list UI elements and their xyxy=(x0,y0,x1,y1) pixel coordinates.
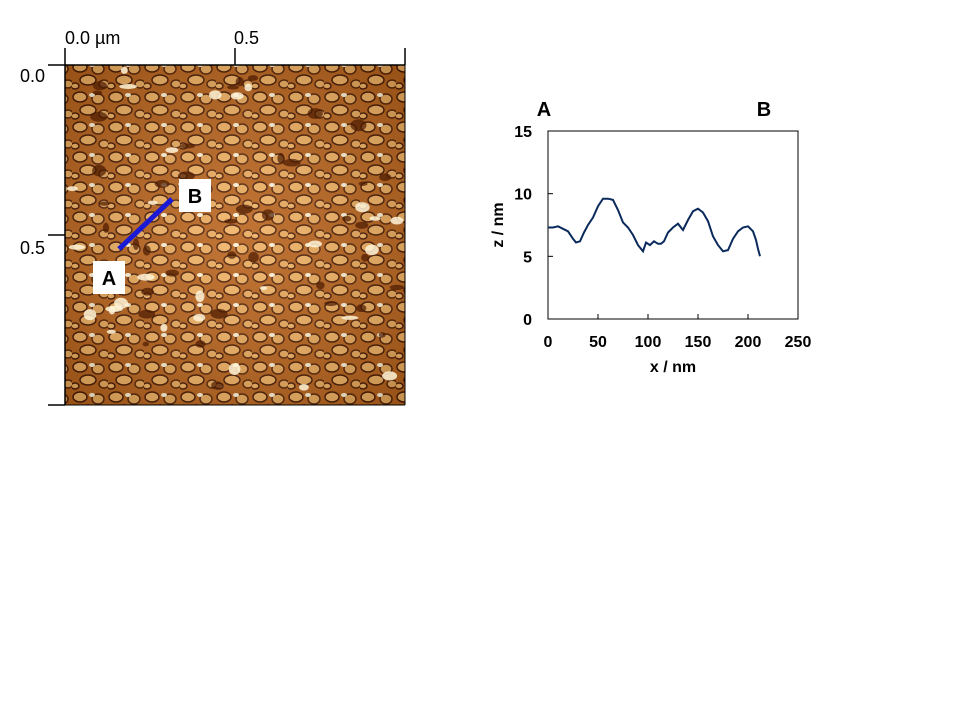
afm-dark-pit xyxy=(138,309,156,319)
afm-bright-grain xyxy=(193,313,206,322)
afm-bright-grain xyxy=(228,363,241,375)
afm-dark-pit xyxy=(227,84,239,90)
x-axis-label: x / nm xyxy=(650,359,696,376)
profile-series-line xyxy=(548,197,761,257)
afm-bright-grain xyxy=(308,240,322,248)
afm-bright-grain xyxy=(230,92,244,100)
afm-bright-grain xyxy=(165,147,179,154)
marker-b-label: B xyxy=(188,186,202,208)
x-tick-label: 100 xyxy=(635,334,662,351)
afm-shading xyxy=(65,65,405,405)
afm-dark-pit xyxy=(92,81,107,91)
afm-bright-grain xyxy=(369,216,381,221)
afm-dark-pit xyxy=(235,77,244,87)
afm-dark-pit xyxy=(142,245,151,256)
afm-bright-grain xyxy=(120,66,128,74)
afm-bright-grain xyxy=(137,273,155,281)
afm-bright-grain xyxy=(68,244,85,250)
afm-dark-pit xyxy=(307,108,323,119)
afm-dark-pit xyxy=(356,304,367,313)
afm-dark-pit xyxy=(177,171,195,181)
afm-dark-pit xyxy=(195,340,206,348)
afm-dark-pit xyxy=(165,269,179,277)
x-tick-label: 0 xyxy=(544,334,553,351)
afm-dark-pit xyxy=(355,221,369,229)
afm-y-tick-label: 0.5 xyxy=(20,238,45,258)
y-axis-ticks: 0 5 10 15 xyxy=(514,124,553,329)
afm-dark-pit xyxy=(211,381,223,390)
marker-a-box xyxy=(93,261,125,294)
y-tick-label: 15 xyxy=(514,124,532,141)
x-tick-label: 150 xyxy=(685,334,712,351)
afm-dark-pit xyxy=(248,251,259,263)
afm-dark-pit xyxy=(324,301,338,307)
y-tick-label: 0 xyxy=(523,312,532,329)
afm-dark-pit xyxy=(99,201,110,206)
profile-end-label-left: A xyxy=(537,99,551,121)
afm-bright-grain xyxy=(244,83,253,92)
afm-dark-pit xyxy=(210,308,228,319)
marker-a-label: A xyxy=(102,268,116,290)
afm-bright-grain xyxy=(355,202,370,213)
afm-dark-pit xyxy=(316,281,325,290)
y-axis-label: z / nm xyxy=(490,202,507,247)
profile-end-label-right: B xyxy=(757,99,771,121)
afm-dark-pit xyxy=(282,158,301,167)
afm-dark-pit xyxy=(224,218,238,224)
afm-dark-pit xyxy=(342,215,352,222)
afm-dark-pit xyxy=(141,287,155,296)
afm-bright-grain xyxy=(298,384,309,391)
afm-bright-grain xyxy=(106,329,116,334)
afm-x-tick-label: 0.5 xyxy=(234,28,259,48)
afm-dark-pit xyxy=(92,164,107,177)
height-profile-chart: 0 5 10 15 0 50 100 150 200 250 A B x / nm z / nm xyxy=(490,99,811,376)
afm-bright-grain xyxy=(83,309,97,321)
afm-dark-pit xyxy=(235,204,253,214)
afm-dark-pit xyxy=(132,238,140,250)
afm-dark-pit xyxy=(361,253,370,262)
x-axis-ticks: 0 50 100 150 200 250 xyxy=(544,314,812,351)
afm-dark-pit xyxy=(379,173,392,181)
plot-frame xyxy=(547,130,799,320)
afm-dark-pit xyxy=(261,209,275,221)
y-tick-label: 5 xyxy=(523,249,532,266)
y-tick-label: 10 xyxy=(514,187,532,204)
afm-bright-grain xyxy=(147,200,158,205)
x-tick-label: 250 xyxy=(785,334,812,351)
afm-dark-pit xyxy=(154,179,170,188)
afm-bright-grain xyxy=(365,244,379,256)
afm-dark-pit xyxy=(142,341,149,347)
x-tick-label: 200 xyxy=(735,334,762,351)
afm-bright-grain xyxy=(259,286,268,291)
afm-dark-pit xyxy=(102,222,110,233)
marker-b-box xyxy=(179,179,211,212)
afm-bright-grain xyxy=(119,84,137,89)
afm-y-tick-label: 0.0 xyxy=(20,66,45,86)
afm-dark-pit xyxy=(227,251,237,259)
afm-bright-features xyxy=(66,66,404,391)
afm-bright-grain xyxy=(209,90,222,100)
afm-bright-grain xyxy=(382,371,398,381)
afm-bright-grain xyxy=(390,216,404,225)
afm-bright-grain xyxy=(195,290,205,303)
afm-dark-pit xyxy=(247,75,259,81)
afm-bright-grain xyxy=(341,315,359,320)
afm-x-tick-label: 0.0 µm xyxy=(65,28,120,48)
afm-dark-pit xyxy=(350,119,367,132)
afm-dark-pit xyxy=(358,181,368,186)
afm-dark-pit xyxy=(389,284,404,291)
x-tick-label: 50 xyxy=(589,334,607,351)
afm-dark-pit xyxy=(378,332,386,338)
afm-bright-grain xyxy=(66,186,78,192)
profile-line-marker xyxy=(117,197,174,251)
afm-bright-grain xyxy=(105,305,123,312)
afm-dark-pit xyxy=(277,152,285,164)
afm-dark-pit xyxy=(90,111,108,122)
afm-dark-pit xyxy=(92,90,103,95)
afm-dark-pit xyxy=(179,143,196,149)
afm-bright-grain xyxy=(160,323,168,332)
afm-image-panel: 0.0 µm 0.5 0.0 0.5 B A xyxy=(20,28,406,406)
